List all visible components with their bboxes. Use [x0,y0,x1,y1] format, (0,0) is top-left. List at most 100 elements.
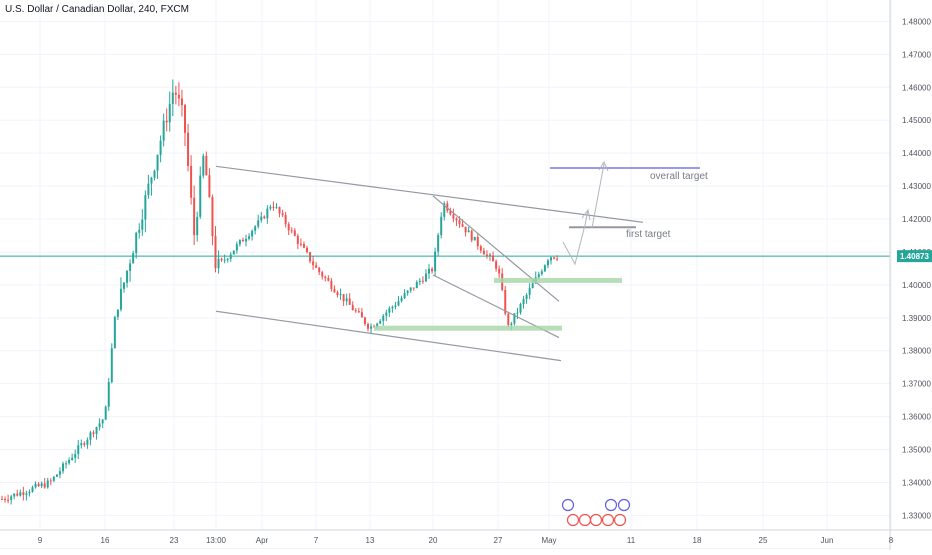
price-tick-label: 1.34000 [902,478,931,487]
candle-body [22,492,25,495]
candle-body [556,258,559,260]
candle-body [470,230,473,241]
candle-body [193,197,196,236]
candle-body [168,103,171,123]
candle-body [424,273,427,282]
channel-line [215,165,644,223]
candle-body [333,288,336,293]
time-tick-label: 11 [627,536,636,545]
candle-body [184,105,186,133]
candle-body [489,254,491,256]
candle-body [144,195,147,220]
candle-body [354,310,357,312]
candle-body [135,232,138,254]
candle-body [77,445,80,454]
candle-body [458,220,461,225]
candle-body [360,312,363,318]
time-tick-label: 23 [170,536,179,545]
event-flag-icon [578,513,592,527]
candle-body [348,298,351,305]
candle-body [217,258,220,269]
candle-body [324,276,327,279]
candle-body [516,312,519,314]
candle-body [177,94,180,99]
candle-body [449,210,452,215]
candle-body [4,499,7,501]
candle-body [306,247,308,253]
candle-body [553,257,556,259]
candle-body [68,459,71,464]
candle-body [238,239,241,245]
candle-body [248,236,251,239]
candle-body [495,261,498,269]
candle-body [202,155,205,176]
candle-body [25,493,28,495]
price-tick-label: 1.43000 [902,182,931,191]
candle-body [479,246,482,251]
arrow-head-icon [581,208,591,221]
candle-body [208,175,211,198]
candle-body [251,230,254,237]
candle-body [421,280,424,282]
candle-body [318,267,321,273]
candle-body [540,271,543,275]
candle-body [482,250,485,255]
candle-body [138,229,141,233]
last-price-badge [897,250,932,263]
candle-body [406,290,409,294]
candle-body [428,268,430,274]
candle-body [434,251,437,272]
price-tick-label: 1.45000 [902,116,931,125]
candle-body [321,272,324,277]
candle-body [156,154,159,171]
candle-body [28,491,31,494]
channel-line [215,310,562,362]
candle-body [101,419,104,424]
time-tick-label: 25 [759,536,768,545]
candle-body [113,316,116,349]
candle-body [299,243,302,245]
time-tick-label: 18 [693,536,702,545]
candle-body [153,170,156,178]
candle-body [409,287,412,291]
candle-body [363,317,366,324]
candle-body [485,254,488,256]
event-flag-icon [617,498,631,512]
candle-body [272,206,275,208]
candle-body [257,220,260,227]
time-tick-label: 13:00 [206,536,227,545]
time-tick-label: 20 [429,536,438,545]
candle-body [162,120,165,141]
candle-body [65,463,68,465]
candle-body [89,432,92,440]
candle-body [467,230,470,233]
time-tick-label: 16 [101,536,110,545]
candle-body [415,282,418,289]
candle-body [245,238,247,242]
candle-body [281,213,284,216]
candle-body [302,243,305,248]
candle-body [19,492,22,496]
candle-body [388,308,391,313]
candle-body [46,480,49,488]
candle-body [123,282,125,289]
event-flag-icon [604,498,618,512]
candle-body [214,236,217,269]
time-tick-label: 7 [314,536,319,545]
candle-body [507,313,510,326]
candle-body [370,326,373,329]
candle-body [351,304,354,311]
candle-body [376,323,379,327]
price-tick-label: 1.46000 [902,83,931,92]
time-tick-label: May [541,536,556,545]
candle-body [159,140,162,155]
candle-body [440,216,443,236]
candle-body [357,311,360,313]
candle-body [309,252,312,262]
candle-body [171,92,174,104]
time-tick-label: 27 [494,536,503,545]
candle-body [550,257,552,261]
candle-body [403,293,406,299]
